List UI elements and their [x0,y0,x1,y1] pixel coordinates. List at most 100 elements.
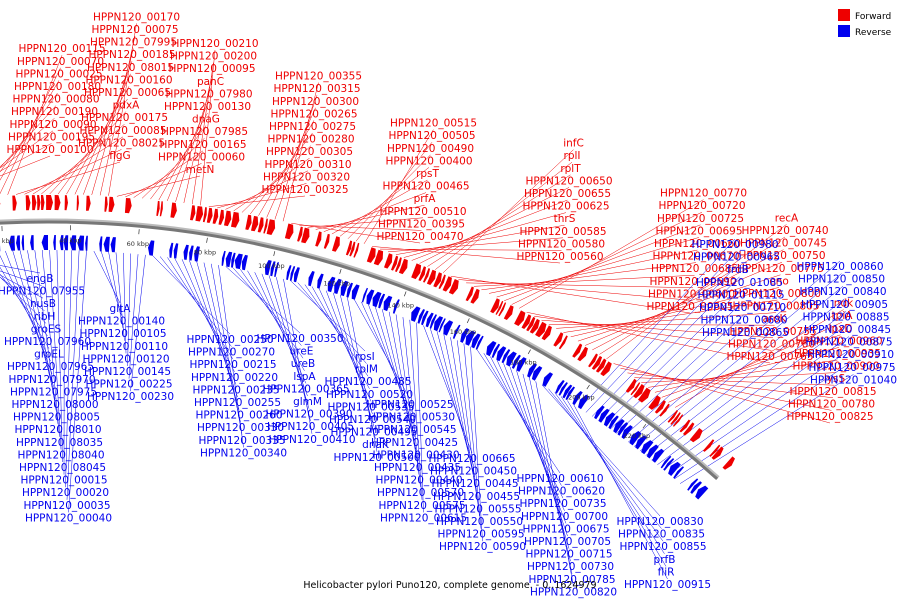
tick-label: 160 kbp [450,328,477,336]
tick-label: 60 kbp [127,240,149,248]
forward-gene-label: HPPN120_00655 [524,188,611,200]
reverse-leader-line [19,250,56,400]
forward-leader-line [175,87,211,203]
forward-leader-line [15,161,121,195]
reverse-gene-arrow [663,458,675,471]
reverse-gene-arrow [475,335,484,350]
reverse-gene-arrow [16,235,21,251]
reverse-gene-arrow [690,481,702,494]
reverse-leader-line [108,251,124,329]
forward-gene-arrow [124,198,132,214]
reverse-gene-arrow [465,330,476,346]
reverse-leader-line [388,311,418,463]
forward-gene-arrow [231,211,240,228]
forward-leader-line [563,299,778,333]
reverse-gene-label: HPPN120_00440 [375,475,462,487]
forward-leader-line [282,82,319,222]
forward-gene-arrow [572,343,583,358]
reverse-gene-label: HPPN120_00830 [616,516,703,528]
reverse-gene-arrow [383,295,393,312]
forward-leader-line [74,73,131,195]
reverse-leader-line [276,277,311,422]
reverse-leader-line [115,252,125,341]
reverse-leader-line [402,317,421,488]
forward-gene-label: panC [197,76,224,88]
forward-gene-label: HPPN120_00090 [9,119,96,131]
forward-leader-line [116,175,201,197]
reverse-gene-arrow [366,289,375,305]
forward-gene-label: infC [563,138,584,150]
forward-gene-label: HPPN120_00315 [273,83,360,95]
reverse-gene-arrow [392,299,400,314]
forward-gene-arrow [495,300,504,315]
reverse-gene-label: HPPN120_00910 [807,349,894,361]
forward-gene-label: tpiA [832,310,854,322]
forward-gene-label: HPPN120_00580 [518,238,605,250]
reverse-gene-label: HPPN120_00250 [186,334,273,346]
forward-gene-arrow [526,316,536,332]
reverse-gene-label: HPPN120_00730 [527,561,614,573]
forward-leader-line [0,130,54,169]
reverse-gene-label: HPPN120_00145 [84,366,171,378]
forward-gene-label: rplI [564,150,581,162]
forward-leader-line [99,35,136,196]
forward-gene-arrow [679,419,691,433]
reverse-gene-arrow [562,384,573,399]
forward-leader-line [661,334,841,398]
reverse-gene-label: HPPN120_08045 [19,462,106,474]
reverse-gene-label: HPPN120_07970 [8,374,95,386]
reverse-gene-arrow [460,328,470,343]
forward-gene-arrow [263,218,268,234]
forward-gene-arrow [12,195,17,211]
forward-gene-label: HPPN120_00325 [261,184,348,196]
forward-gene-label: HPPN120_00605 [646,301,733,313]
reverse-leader-line [128,254,139,379]
reverse-gene-label: HPPN120_00140 [78,316,165,328]
forward-gene-label: HPPN120_07985 [161,126,248,138]
forward-leader-line [473,274,695,287]
forward-gene-arrow [625,378,637,393]
forward-leader-line [387,237,564,253]
reverse-leader-line [456,340,480,517]
forward-gene-arrow [535,321,547,338]
reverse-gene-label: HPPN120_07955 [0,286,85,298]
forward-gene-label: HPPN120_00670 [652,251,739,263]
reverse-gene-label: HPPN120_00405 [267,421,354,433]
reverse-gene-label: HPPN120_00110 [81,341,168,353]
reverse-gene-label: HPPN120_00260 [195,410,282,422]
forward-leader-line [458,279,692,301]
reverse-gene-arrow [527,363,537,378]
reverse-gene-label: nusB [30,298,56,310]
reverse-gene-arrow [516,357,527,372]
forward-gene-arrow [323,233,330,249]
forward-gene-label: HPPN120_00780 [788,398,875,410]
tick-mark [642,423,647,429]
forward-leader-line [592,249,784,351]
reverse-gene-label: rplM [355,364,378,376]
reverse-gene-label: HPPN120_00665 [428,453,515,465]
reverse-leader-line [41,249,60,437]
reverse-gene-label: HPPN120_00350 [256,333,343,345]
reverse-leader-line [450,337,479,504]
forward-leader-line [166,100,210,202]
forward-leader-line [24,149,122,195]
forward-gene-label: HPPN120_00505 [388,130,475,142]
forward-leader-line [488,249,698,294]
forward-gene-arrow [284,223,294,240]
tick-label: 220 kbp [624,432,651,440]
reverse-gene-arrow [531,366,543,381]
forward-leader-line [0,155,51,177]
forward-gene-label: HPPN120_00400 [385,155,472,167]
forward-gene-arrow [711,446,724,460]
reverse-gene-arrow [635,435,647,450]
reverse-gene-arrow [429,314,437,329]
forward-gene-label: HPPN120_00060 [158,151,245,163]
forward-gene-label: rplT [560,163,581,175]
reverse-gene-arrow [425,312,434,328]
forward-gene-label: HPPN120_00130 [164,101,251,113]
reverse-gene-label: HPPN120_00105 [79,328,166,340]
forward-gene-label: eno [769,275,789,287]
forward-gene-label: lysS [824,373,846,385]
tick-label: 140 kbp [387,302,414,310]
reverse-gene-label: HPPN120_00270 [188,347,275,359]
